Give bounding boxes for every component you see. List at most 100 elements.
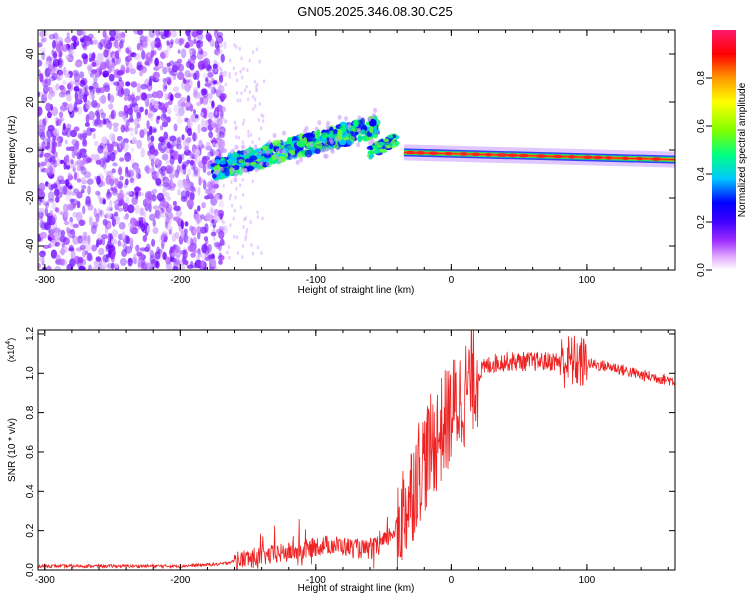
noise-blob bbox=[107, 232, 112, 243]
noise-blob bbox=[93, 259, 100, 267]
noise-blob bbox=[106, 143, 114, 153]
noise-blob bbox=[191, 186, 195, 192]
noise-blob bbox=[132, 171, 139, 181]
noise-blob bbox=[47, 198, 55, 203]
noise-blob bbox=[220, 43, 223, 48]
noise-blob bbox=[193, 91, 201, 100]
noise-blob bbox=[160, 240, 165, 250]
noise-blob bbox=[109, 133, 116, 141]
noise-blob bbox=[236, 98, 239, 103]
noise-blob bbox=[179, 250, 187, 255]
noise-blob bbox=[102, 198, 106, 205]
noise-blob bbox=[166, 62, 171, 67]
noise-blob bbox=[194, 154, 201, 164]
drift-band-halo bbox=[279, 149, 284, 155]
noise-blob bbox=[158, 197, 166, 203]
noise-blob bbox=[185, 235, 193, 245]
noise-blob bbox=[99, 39, 106, 47]
noise-blob bbox=[72, 163, 77, 169]
drift-band-halo bbox=[253, 144, 258, 150]
noise-blob bbox=[221, 130, 226, 138]
noise-blob bbox=[258, 137, 261, 142]
noise-blob bbox=[246, 68, 249, 73]
noise-blob bbox=[112, 162, 118, 167]
noise-blob bbox=[167, 67, 173, 74]
noise-blob bbox=[228, 74, 231, 79]
noise-blob bbox=[50, 183, 58, 189]
noise-blob bbox=[90, 153, 96, 161]
noise-blob bbox=[164, 221, 168, 229]
noise-blob bbox=[100, 112, 106, 119]
noise-blob bbox=[38, 162, 41, 168]
noise-blob bbox=[46, 265, 52, 270]
noise-blob bbox=[38, 106, 43, 116]
snr-frame bbox=[37, 329, 676, 571]
noise-blob bbox=[60, 85, 66, 96]
noise-blob bbox=[97, 66, 102, 73]
noise-blob bbox=[186, 264, 195, 269]
noise-blob bbox=[113, 200, 120, 205]
noise-blob bbox=[70, 250, 76, 260]
steady-line-bead bbox=[416, 151, 426, 155]
figure-title: GN05.2025.346.08.30.C25 bbox=[297, 4, 452, 19]
noise-blob bbox=[73, 126, 80, 132]
noise-blob bbox=[118, 76, 123, 82]
noise-blob bbox=[64, 37, 72, 44]
noise-blob bbox=[219, 106, 226, 113]
noise-blob bbox=[39, 219, 45, 229]
noise-blob bbox=[169, 155, 175, 165]
noise-blob bbox=[121, 113, 128, 120]
noise-blob bbox=[150, 171, 155, 177]
snr-x-tick-label: 100 bbox=[579, 575, 596, 586]
noise-blob bbox=[131, 196, 138, 206]
noise-blob bbox=[84, 200, 92, 207]
noise-blob bbox=[39, 72, 44, 83]
noise-blob bbox=[129, 217, 137, 226]
noise-blob bbox=[248, 90, 252, 95]
noise-blob bbox=[78, 265, 86, 270]
spectrogram-x-label: Height of straight line (km) bbox=[298, 285, 415, 296]
noise-blob bbox=[159, 210, 167, 218]
noise-blob bbox=[240, 91, 243, 96]
noise-blob bbox=[92, 132, 96, 140]
noise-blob bbox=[99, 108, 104, 116]
noise-blob bbox=[125, 56, 130, 67]
noise-blob bbox=[95, 87, 102, 94]
noise-blob bbox=[184, 260, 189, 266]
noise-blob bbox=[117, 180, 124, 190]
noise-blob bbox=[85, 195, 91, 206]
drift-band-halo bbox=[282, 148, 287, 154]
snr-x-tick-label: -200 bbox=[170, 575, 190, 586]
noise-blob bbox=[219, 85, 222, 90]
second-band-blob bbox=[394, 140, 400, 145]
noise-blob bbox=[175, 231, 180, 240]
snr-y-tick-label: 0.0 bbox=[25, 563, 36, 577]
noise-blob bbox=[154, 40, 162, 48]
noise-blob bbox=[172, 265, 179, 270]
noise-blob bbox=[62, 79, 67, 86]
noise-blob bbox=[134, 125, 138, 135]
noise-blob bbox=[125, 119, 130, 128]
noise-blob bbox=[240, 75, 244, 80]
noise-blob bbox=[247, 129, 250, 134]
noise-blob bbox=[255, 88, 258, 93]
noise-blob bbox=[182, 139, 190, 148]
noise-blob bbox=[116, 79, 125, 89]
noise-blob bbox=[200, 260, 206, 269]
noise-blob bbox=[139, 92, 146, 101]
drift-band-blob bbox=[248, 165, 254, 172]
noise-blob bbox=[38, 42, 43, 48]
noise-blob bbox=[49, 92, 56, 98]
noise-blob bbox=[96, 233, 103, 241]
noise-blob bbox=[136, 251, 142, 257]
noise-blob bbox=[179, 96, 187, 103]
colorbar-axes: 0.0 0.2 0.4 0.6 0.8 bbox=[696, 71, 712, 277]
noise-blob bbox=[193, 166, 199, 175]
noise-blob bbox=[221, 218, 224, 223]
noise-blob bbox=[127, 107, 134, 116]
noise-blob bbox=[43, 84, 49, 94]
drift-band-halo bbox=[314, 126, 319, 132]
noise-blob bbox=[84, 242, 92, 252]
noise-blob bbox=[72, 223, 80, 229]
